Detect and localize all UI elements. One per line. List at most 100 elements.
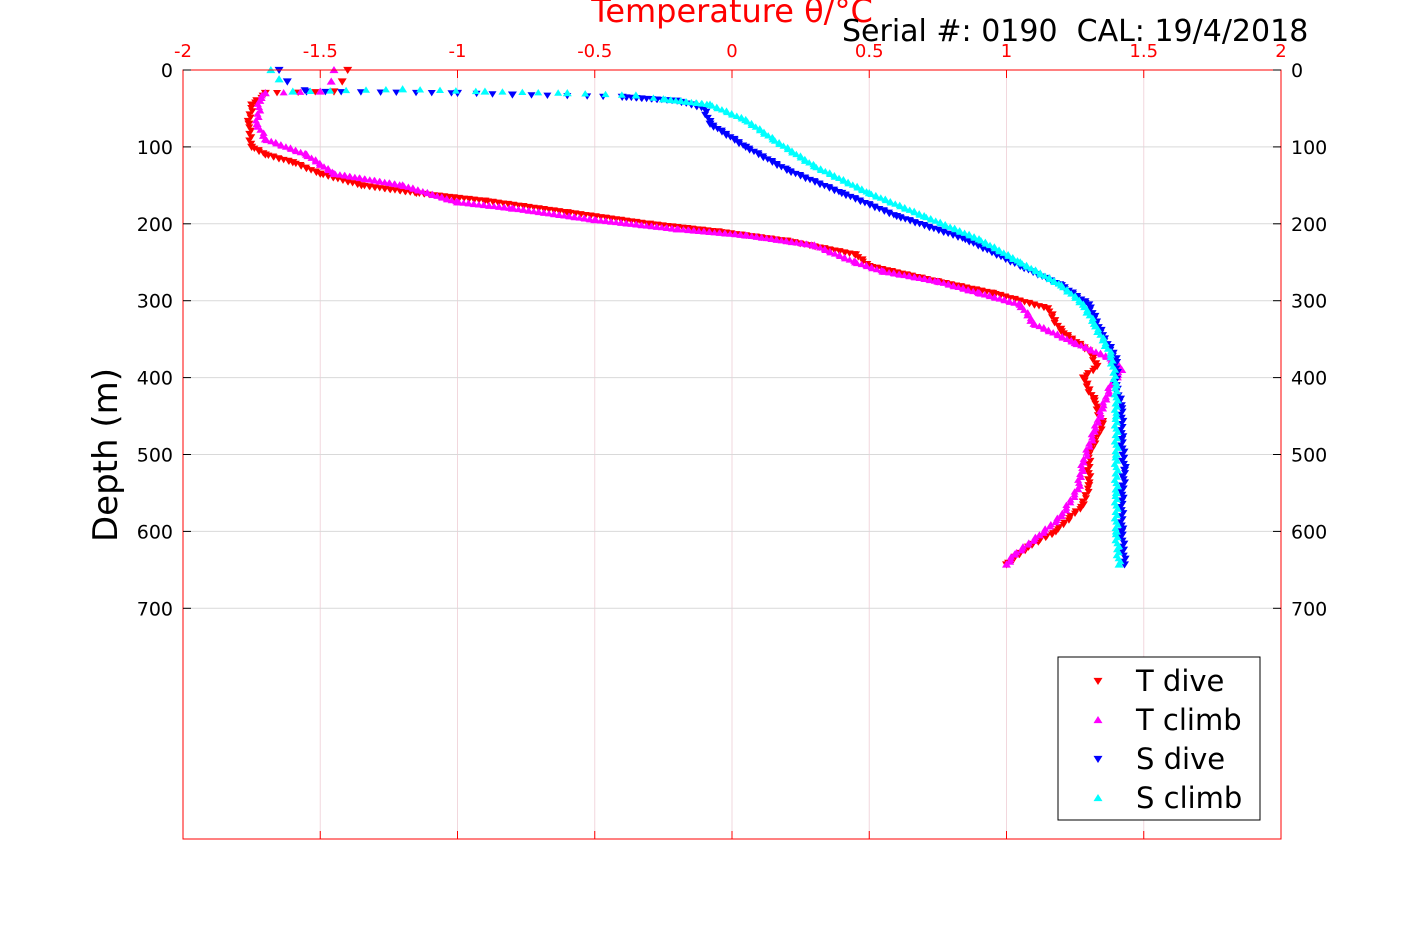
- data-point: [245, 111, 254, 118]
- data-point: [581, 90, 590, 97]
- data-point: [705, 120, 715, 128]
- data-point: [841, 255, 850, 262]
- data-point: [830, 250, 839, 257]
- data-point: [498, 88, 507, 95]
- data-point: [1066, 498, 1075, 506]
- data-point: [1111, 527, 1121, 535]
- data-point: [356, 89, 365, 96]
- data-point: [1036, 270, 1045, 278]
- data-point: [1009, 255, 1018, 262]
- data-point: [1114, 560, 1124, 568]
- data-point: [981, 240, 990, 247]
- data-point: [826, 170, 835, 177]
- data-point: [936, 219, 945, 227]
- data-point: [1077, 341, 1086, 349]
- y-tick-label-left: 200: [137, 214, 173, 236]
- data-point: [764, 132, 773, 139]
- data-point: [896, 202, 905, 210]
- data-point: [1082, 449, 1091, 456]
- data-point: [779, 142, 788, 149]
- data-point: [709, 124, 718, 131]
- x-tick-label: -0.5: [577, 41, 612, 62]
- data-point: [303, 152, 312, 160]
- data-point: [1085, 443, 1094, 450]
- data-point: [1045, 275, 1054, 282]
- data-point: [409, 185, 418, 192]
- data-point: [801, 157, 810, 164]
- data-point: [248, 108, 257, 115]
- data-point: [830, 173, 839, 180]
- data-point: [735, 140, 744, 148]
- data-point: [245, 137, 254, 144]
- data-point: [649, 94, 658, 101]
- data-point: [1040, 325, 1049, 332]
- data-point: [267, 137, 276, 145]
- y-tick-label-left: 600: [137, 521, 173, 543]
- data-point: [1004, 252, 1013, 259]
- data-point: [245, 124, 254, 131]
- data-point: [1089, 367, 1098, 375]
- data-point: [1053, 331, 1062, 339]
- data-point: [554, 89, 563, 96]
- data-point: [816, 166, 825, 173]
- data-point: [876, 194, 885, 201]
- data-point: [277, 142, 286, 149]
- data-point: [812, 163, 821, 171]
- data-point: [1081, 492, 1090, 499]
- data-point: [1083, 452, 1092, 459]
- x-tick-label: 1.5: [1129, 41, 1158, 62]
- data-point: [543, 92, 552, 99]
- data-point: [319, 163, 328, 170]
- data-point: [995, 247, 1004, 255]
- x-tick-label: -1: [449, 41, 467, 62]
- data-point: [287, 145, 296, 152]
- data-point: [717, 129, 726, 136]
- data-point: [1088, 437, 1097, 444]
- data-point: [451, 87, 460, 94]
- data-point: [717, 106, 726, 113]
- data-point: [980, 291, 989, 298]
- data-point: [518, 88, 527, 96]
- data-point: [811, 242, 820, 250]
- data-point: [976, 290, 985, 297]
- data-point: [854, 254, 863, 261]
- legend-marker: [1093, 755, 1103, 764]
- data-point: [253, 123, 262, 130]
- data-point: [999, 249, 1008, 256]
- data-point: [858, 258, 867, 266]
- data-point: [1015, 300, 1025, 308]
- data-point: [986, 292, 995, 300]
- data-point: [1064, 517, 1073, 524]
- data-point: [245, 130, 254, 138]
- data-point: [941, 222, 950, 229]
- y-tick-label-left: 100: [137, 137, 173, 159]
- data-point: [722, 132, 731, 139]
- data-point: [1062, 335, 1071, 342]
- data-point: [324, 166, 333, 174]
- series-t-dive: [243, 66, 1108, 569]
- data-point: [256, 126, 265, 133]
- data-point: [1017, 547, 1026, 554]
- data-point: [1056, 511, 1066, 520]
- legend: T dive T climb S dive S climb: [1057, 656, 1261, 821]
- data-point: [1059, 330, 1068, 337]
- data-point: [991, 294, 1000, 301]
- data-point: [1062, 507, 1071, 514]
- data-point: [1094, 419, 1103, 426]
- data-point: [1072, 340, 1081, 348]
- data-point: [471, 87, 480, 95]
- data-point: [362, 86, 370, 93]
- data-point: [1027, 264, 1036, 272]
- data-point: [954, 283, 963, 291]
- data-point: [862, 262, 871, 270]
- y-tick-label-left: 500: [137, 445, 173, 467]
- data-point: [288, 87, 298, 95]
- data-point: [1049, 329, 1058, 336]
- data-point: [927, 216, 936, 223]
- data-point: [392, 89, 401, 97]
- data-point: [342, 86, 351, 94]
- data-point: [381, 86, 390, 93]
- data-point: [1023, 309, 1032, 316]
- data-point: [743, 118, 752, 125]
